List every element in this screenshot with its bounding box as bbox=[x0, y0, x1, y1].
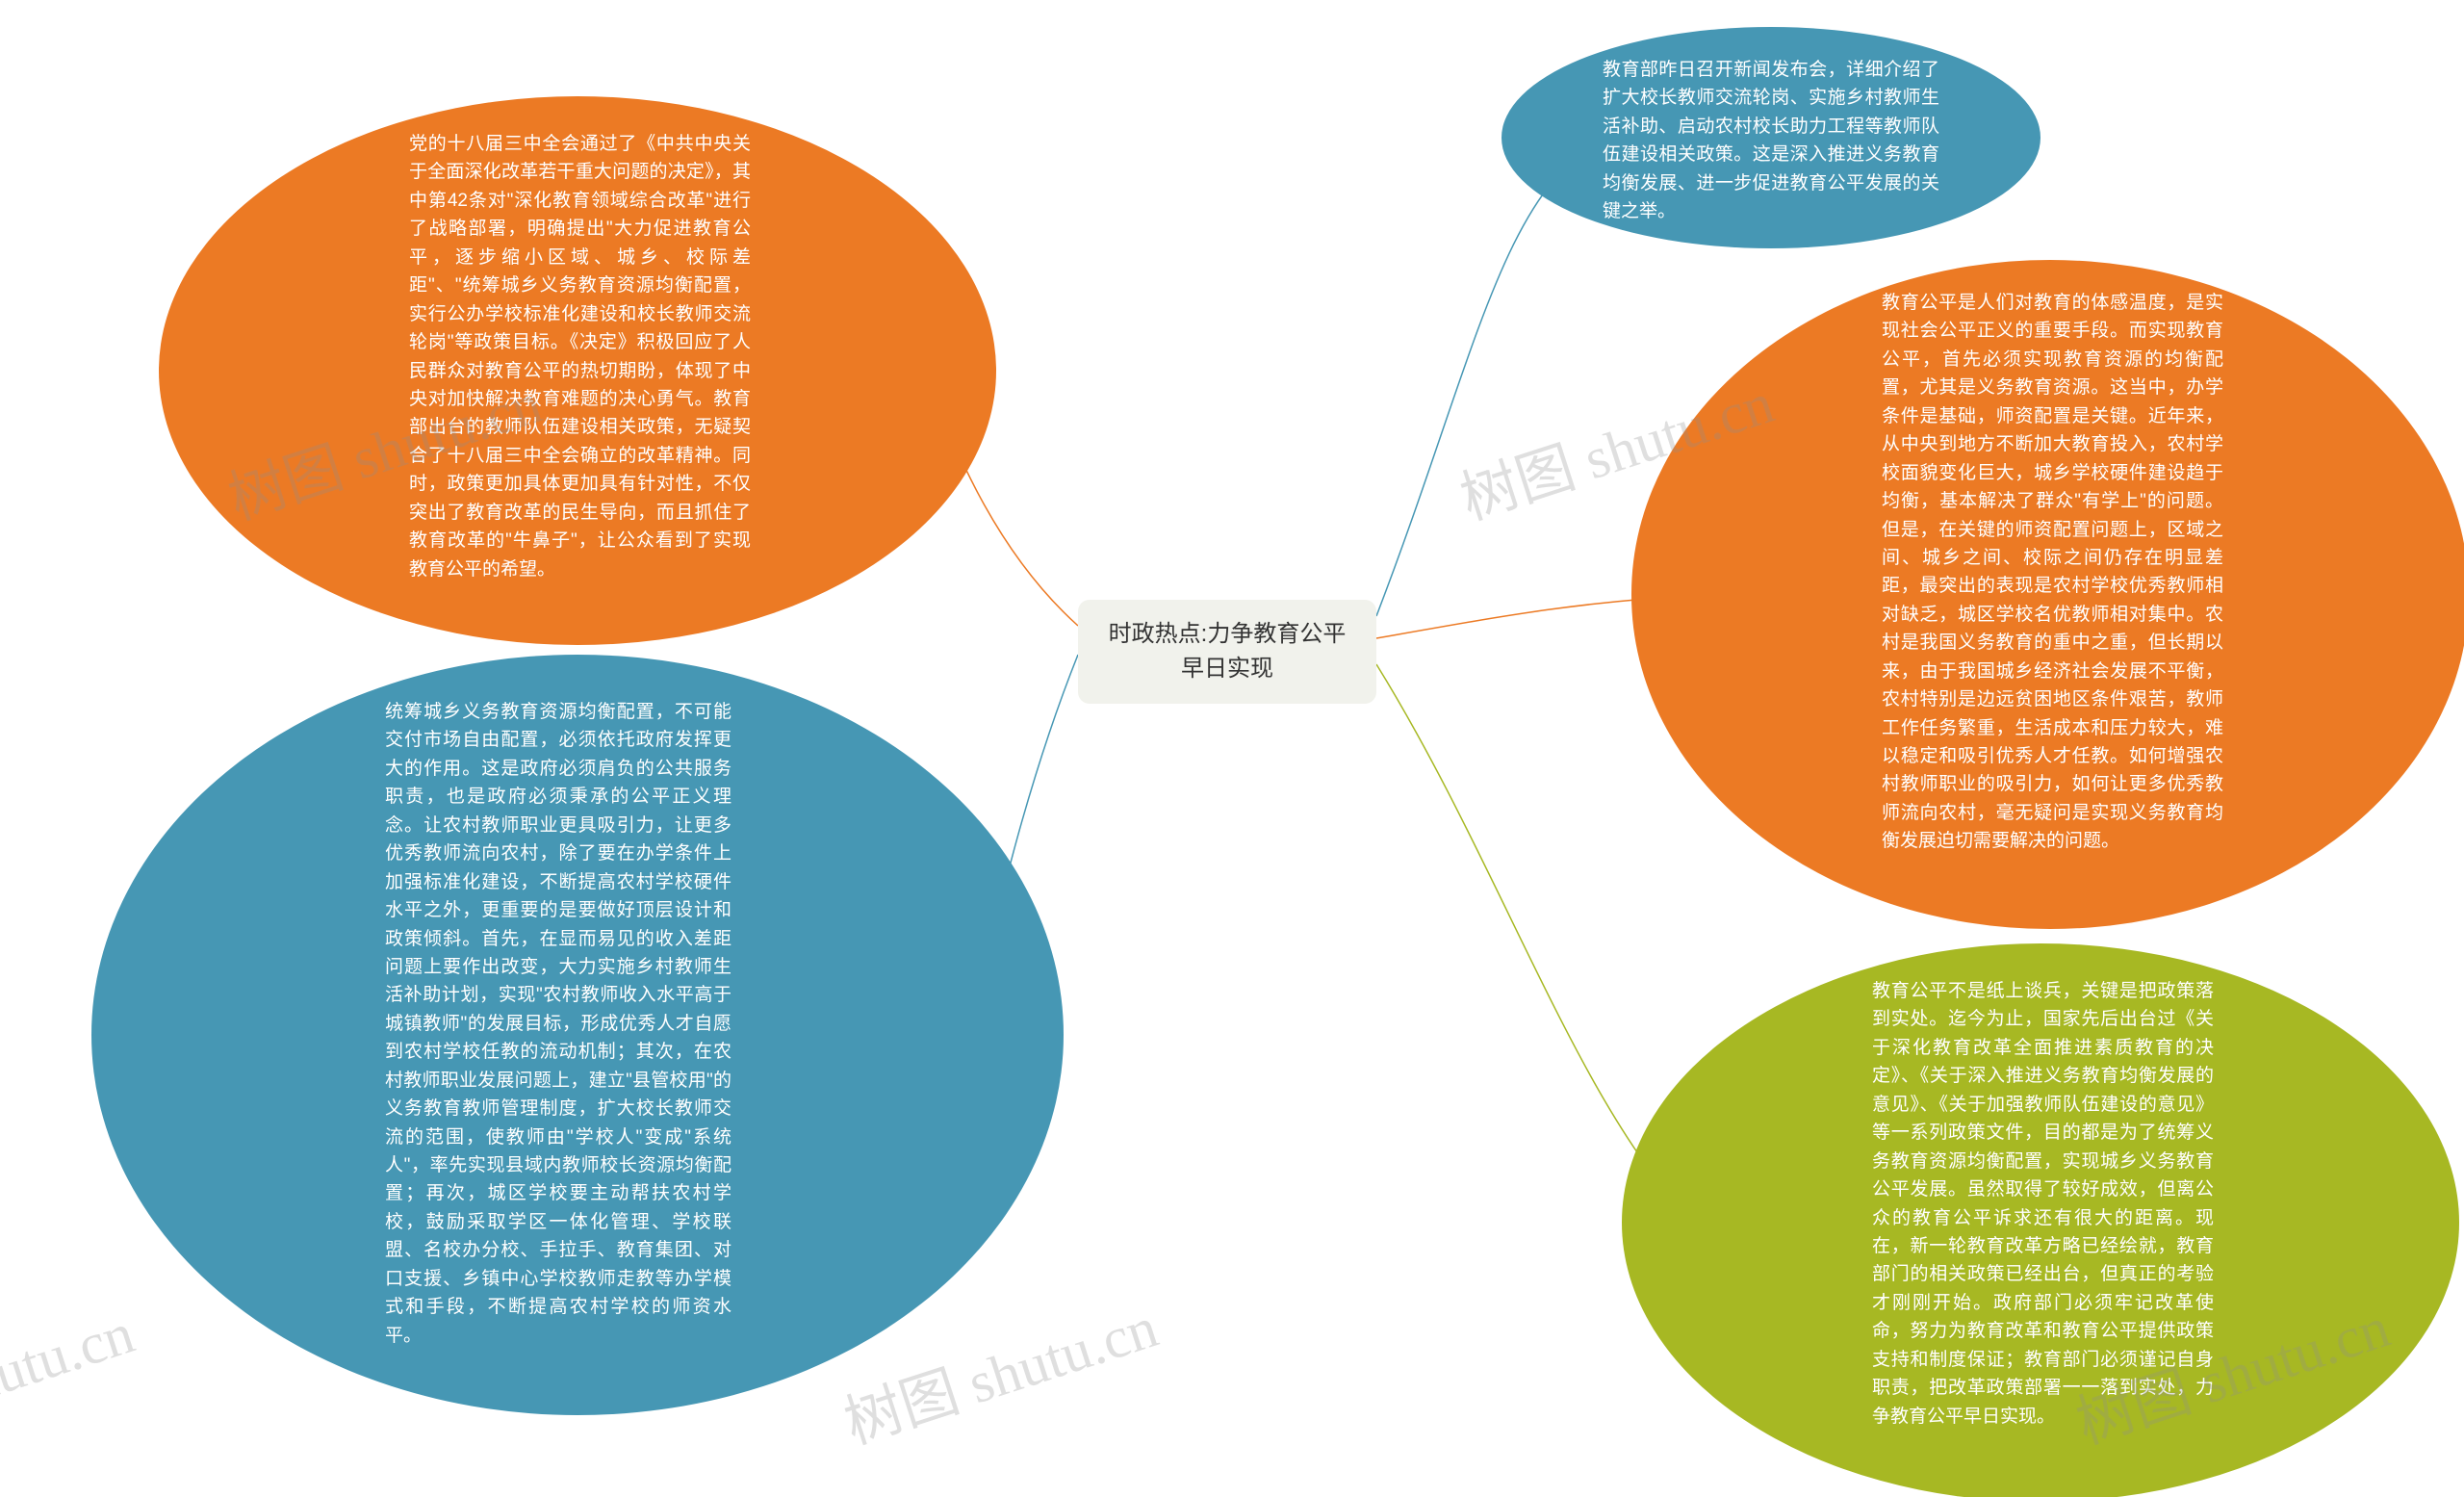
center-topic-text: 时政热点:力争教育公平早日实现 bbox=[1109, 621, 1347, 682]
mindmap-canvas: 时政热点:力争教育公平早日实现 教育部昨日召开新闻发布会，详细介绍了扩大校长教师… bbox=[0, 0, 2464, 1497]
watermark: shutu.cn bbox=[0, 1301, 141, 1424]
bubble-text-right-big-orange: 教育公平是人们对教育的体感温度，是实现社会公平正义的重要手段。而实现教育公平，首… bbox=[1882, 289, 2223, 900]
bubble-text-left-top-orange: 党的十八届三中全会通过了《中共中央关于全面深化改革若干重大问题的决定》，其中第4… bbox=[409, 130, 751, 611]
bubble-text-left-bottom-blue: 统筹城乡义务教育资源均衡配置，不可能交付市场自由配置，必须依托政府发挥更大的作用… bbox=[385, 698, 732, 1372]
bubble-text-right-bottom-green: 教育公平不是纸上谈兵，关键是把政策落到实处。迄今为止，国家先后出台过《关于深化教… bbox=[1872, 977, 2214, 1468]
bubble-text-top-right-small: 教育部昨日召开新闻发布会，详细介绍了扩大校长教师交流轮岗、实施乡村教师生活补助、… bbox=[1603, 56, 1939, 219]
center-topic[interactable]: 时政热点:力争教育公平早日实现 bbox=[1078, 600, 1376, 704]
